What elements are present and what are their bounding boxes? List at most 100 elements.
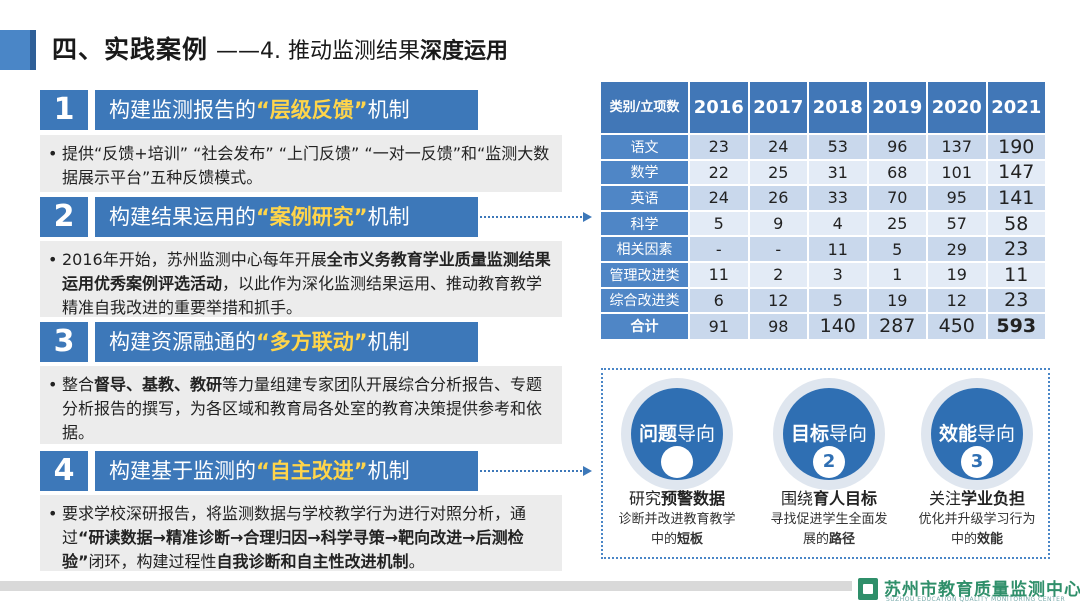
- row-label: 数学: [601, 158, 690, 186]
- section-3-number: 3: [40, 322, 88, 362]
- section-2-title-post: 机制: [367, 205, 410, 229]
- caption-pre: 研究: [628, 489, 661, 508]
- section-4-body: • 要求学校深研报告，将监测数据与学校教学行为进行对照分析，通过“研读数据→精准…: [40, 495, 562, 571]
- section-4-title-post: 机制: [367, 459, 410, 483]
- bullet-dot: •: [48, 375, 58, 394]
- section-1-title-post: 机制: [367, 98, 410, 122]
- section-4-text-bold-2: 自我诊断和自主性改进机制: [216, 552, 409, 571]
- title-main: 四、实践案例: [52, 35, 209, 64]
- section-4-title-highlight: “自主改进”: [256, 459, 368, 483]
- table-cell: 57: [927, 209, 988, 237]
- footer-bar: [0, 581, 1080, 591]
- caption-sub-b: 中的: [650, 532, 677, 547]
- caption-sub-b: 中的: [950, 532, 977, 547]
- section-3-title-post: 机制: [367, 330, 410, 354]
- section-4-text-e: 。: [408, 552, 425, 571]
- table-row: 管理改进类 11 2 3 1 19 11: [601, 260, 1047, 288]
- bullet-dot: •: [48, 504, 58, 523]
- connector-arrow-to-table: [480, 212, 592, 222]
- row-label: 科学: [601, 209, 690, 237]
- case-count-table: 类别/立项数 2016 2017 2018 2019 2020 2021 语文 2…: [601, 82, 1047, 339]
- table-cell: 24: [748, 133, 809, 160]
- orientation-caption-goal: 围绕育人目标 寻找促进学生全面发 展的路径: [759, 488, 899, 550]
- table-cell: 23: [689, 133, 750, 160]
- row-label: 语文: [601, 133, 690, 160]
- section-1-body: • 提供“反馈+培训” “社会发布” “上门反馈” “一对一反馈”和“监测大数据…: [40, 135, 562, 192]
- caption-sub-a: 优化并升级学习行为: [918, 512, 1036, 527]
- table-row: 科学 5 9 4 25 57 58: [601, 209, 1047, 237]
- orientation-circle-efficiency: 效能导向 3: [921, 378, 1033, 490]
- section-4-title: 构建基于监测的“自主改进”机制: [95, 451, 478, 491]
- year-header: 2021: [986, 82, 1047, 134]
- table-corner-header: 类别/立项数: [601, 82, 690, 134]
- caption-sub-b: 展的: [802, 532, 829, 547]
- section-3-body: • 整合督导、基教、教研等力量组建专家团队开展综合分析报告、专题分析报告的撰写，…: [40, 366, 562, 444]
- table-cell: 11: [986, 260, 1047, 288]
- table-cell: 1: [867, 260, 928, 288]
- orientation-label-rest: 导向: [977, 423, 1016, 445]
- section-4-number: 4: [40, 451, 88, 491]
- section-1-title-pre: 构建监测报告的: [109, 98, 256, 122]
- table-cell: 70: [867, 184, 928, 211]
- year-header: 2017: [748, 82, 809, 134]
- section-2-title-highlight: “案例研究”: [256, 205, 368, 229]
- table-row: 英语 24 26 33 70 95 141: [601, 184, 1047, 211]
- table-cell: 190: [986, 133, 1047, 160]
- table-cell: 68: [867, 158, 928, 186]
- section-2-body: • 2016年开始，苏州监测中心每年开展全市义务教育学业质量监测结果运用优秀案例…: [40, 241, 562, 317]
- table-cell: 23: [986, 286, 1047, 314]
- table-cell: -: [748, 235, 809, 262]
- logo-mark-icon: [858, 578, 878, 600]
- orientation-circle-goal: 目标导向 2: [773, 378, 885, 490]
- bullet-dot: •: [48, 144, 58, 163]
- logo-text: 苏州市教育质量监测中心: [884, 580, 1080, 600]
- table-cell: 101: [927, 158, 988, 186]
- section-4-text-c: 闭环，构建过程性: [88, 552, 217, 571]
- caption-sub-bold: 短板: [677, 532, 704, 547]
- section-3-text-a: 整合: [62, 375, 95, 394]
- row-label: 合计: [601, 312, 690, 339]
- orientation-number-badge: 2: [813, 446, 845, 478]
- table-cell: 19: [927, 260, 988, 288]
- table-cell: 33: [808, 184, 869, 211]
- orientation-label-bold: 目标: [790, 423, 829, 445]
- table-cell: 12: [748, 286, 809, 314]
- table-cell: 29: [927, 235, 988, 262]
- orientation-label-bold: 问题: [638, 423, 677, 445]
- table-cell: 19: [867, 286, 928, 314]
- section-1-title: 构建监测报告的“层级反馈”机制: [95, 90, 478, 130]
- table-cell: 5: [867, 235, 928, 262]
- row-label: 综合改进类: [601, 286, 690, 314]
- orientation-caption-efficiency: 关注学业负担 优化并升级学习行为 中的效能: [907, 488, 1047, 550]
- table-cell: 5: [808, 286, 869, 314]
- caption-pre: 关注: [928, 489, 961, 508]
- header-accent-bar-dark: [30, 30, 36, 70]
- year-header: 2020: [927, 82, 988, 134]
- bullet-dot: •: [48, 250, 58, 269]
- section-2-number: 2: [40, 197, 88, 237]
- orientation-label-rest: 导向: [677, 423, 716, 445]
- title-dash: ——4. 推动监测结果: [216, 39, 420, 64]
- section-2-text-bold: 全市义务教育学业质量监测结果运用优秀案例评选活动: [62, 250, 551, 293]
- table-cell: 25: [748, 158, 809, 186]
- year-header: 2019: [867, 82, 928, 134]
- section-2-text-c: ，以此作为深化监测结果运用、推动教育教学精准自我改进的重要举措和抓手。: [62, 274, 543, 317]
- table-cell: 58: [986, 209, 1047, 237]
- table-cell: 147: [986, 158, 1047, 186]
- section-1-number: 1: [40, 90, 88, 130]
- table-cell: 137: [927, 133, 988, 160]
- table-cell: 98: [748, 312, 809, 339]
- orientation-panel: 问题导向 研究预警数据 诊断并改进教育教学 中的短板 目标导向 2 围绕育人目标…: [601, 368, 1050, 559]
- table-cell: 140: [808, 312, 869, 339]
- section-4-title-pre: 构建基于监测的: [109, 459, 256, 483]
- logo-subtext: SUZHOU EDUCATION QUALITY MONITORING CENT…: [886, 596, 1066, 603]
- caption-bold: 育人目标: [813, 489, 878, 508]
- section-4-text-a: 要求学校深研报告，将监测数据与学校教学行为进行对照分析，通过: [62, 504, 527, 547]
- caption-sub-bold: 路径: [829, 532, 856, 547]
- caption-sub-bold: 效能: [977, 532, 1004, 547]
- section-2-text-a: 2016年开始，苏州监测中心每年开展: [62, 250, 327, 269]
- table-cell: 24: [689, 184, 750, 211]
- table-cell: 31: [808, 158, 869, 186]
- section-2-title: 构建结果运用的“案例研究”机制: [95, 197, 478, 237]
- table-cell: 6: [689, 286, 750, 314]
